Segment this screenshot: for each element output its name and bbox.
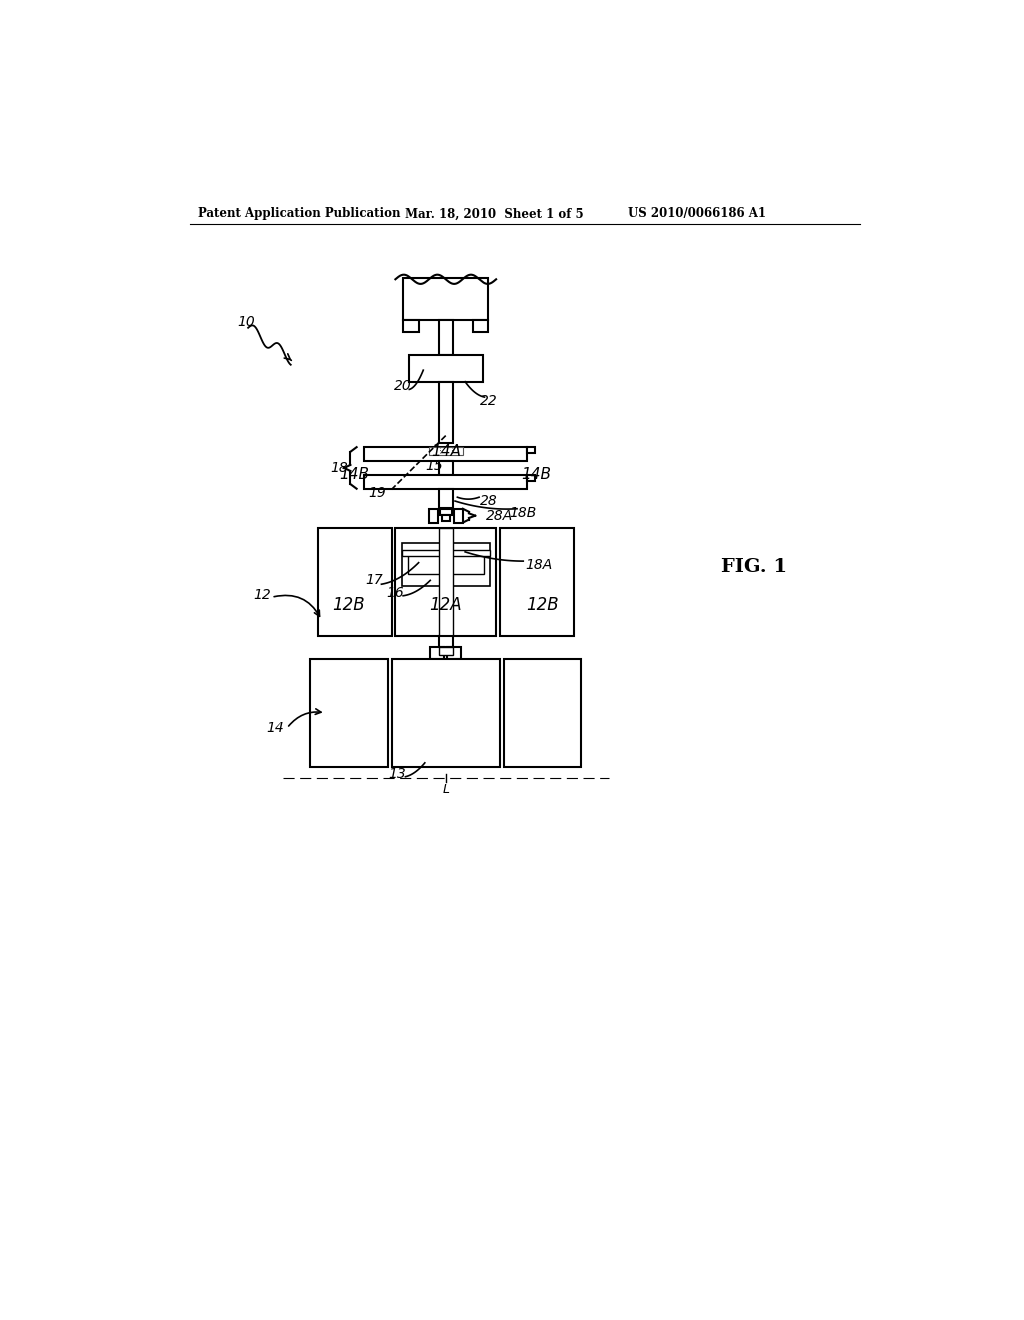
Text: 28: 28 [479, 494, 498, 508]
Text: 14B: 14B [521, 466, 552, 482]
Bar [401, 544, 489, 586]
Bar [504, 659, 582, 767]
Text: 15: 15 [425, 459, 443, 474]
Text: 14A: 14A [431, 444, 461, 458]
Bar [408, 552, 483, 574]
Bar [401, 549, 489, 556]
Text: 14: 14 [266, 721, 284, 735]
Bar [391, 659, 500, 767]
Text: 18A: 18A [525, 558, 553, 572]
Bar [438, 381, 453, 444]
Bar [403, 321, 419, 331]
Bar [403, 277, 488, 321]
Text: Mar. 18, 2010  Sheet 1 of 5: Mar. 18, 2010 Sheet 1 of 5 [406, 207, 584, 220]
Bar [438, 636, 453, 647]
Bar [473, 321, 488, 331]
Text: 18: 18 [331, 461, 348, 475]
Bar [310, 659, 388, 767]
Bar [430, 647, 444, 659]
Bar [527, 475, 535, 480]
Text: 17: 17 [366, 573, 383, 587]
Bar [438, 488, 453, 508]
Bar [500, 528, 573, 636]
Text: 18B: 18B [510, 506, 537, 520]
Text: 12B: 12B [333, 597, 366, 614]
Bar [454, 508, 463, 523]
Bar [447, 647, 461, 659]
Bar [409, 355, 483, 381]
Bar [365, 475, 527, 488]
Bar [438, 647, 453, 655]
Bar [439, 508, 452, 515]
Text: 13: 13 [389, 767, 407, 781]
Bar [438, 321, 453, 355]
Bar [395, 528, 496, 636]
Bar [438, 528, 453, 636]
Text: 10: 10 [237, 315, 255, 330]
Text: 12: 12 [253, 587, 271, 602]
Bar [438, 461, 453, 475]
Text: 28A: 28A [486, 508, 513, 523]
Text: 16: 16 [386, 586, 404, 601]
Text: 12A: 12A [429, 597, 462, 614]
Text: 14B: 14B [339, 466, 370, 482]
Text: US 2010/0066186 A1: US 2010/0066186 A1 [628, 207, 766, 220]
Bar [317, 528, 391, 636]
Text: 19: 19 [369, 486, 386, 500]
Bar [365, 447, 527, 461]
Bar [429, 447, 463, 455]
Text: 22: 22 [479, 393, 498, 408]
Bar [429, 508, 438, 523]
Text: Patent Application Publication: Patent Application Publication [198, 207, 400, 220]
Text: 20: 20 [394, 379, 412, 392]
Bar [442, 515, 450, 521]
Text: L: L [442, 783, 450, 796]
Text: 12B: 12B [526, 597, 559, 614]
Bar [527, 447, 535, 453]
Text: FIG. 1: FIG. 1 [721, 557, 787, 576]
